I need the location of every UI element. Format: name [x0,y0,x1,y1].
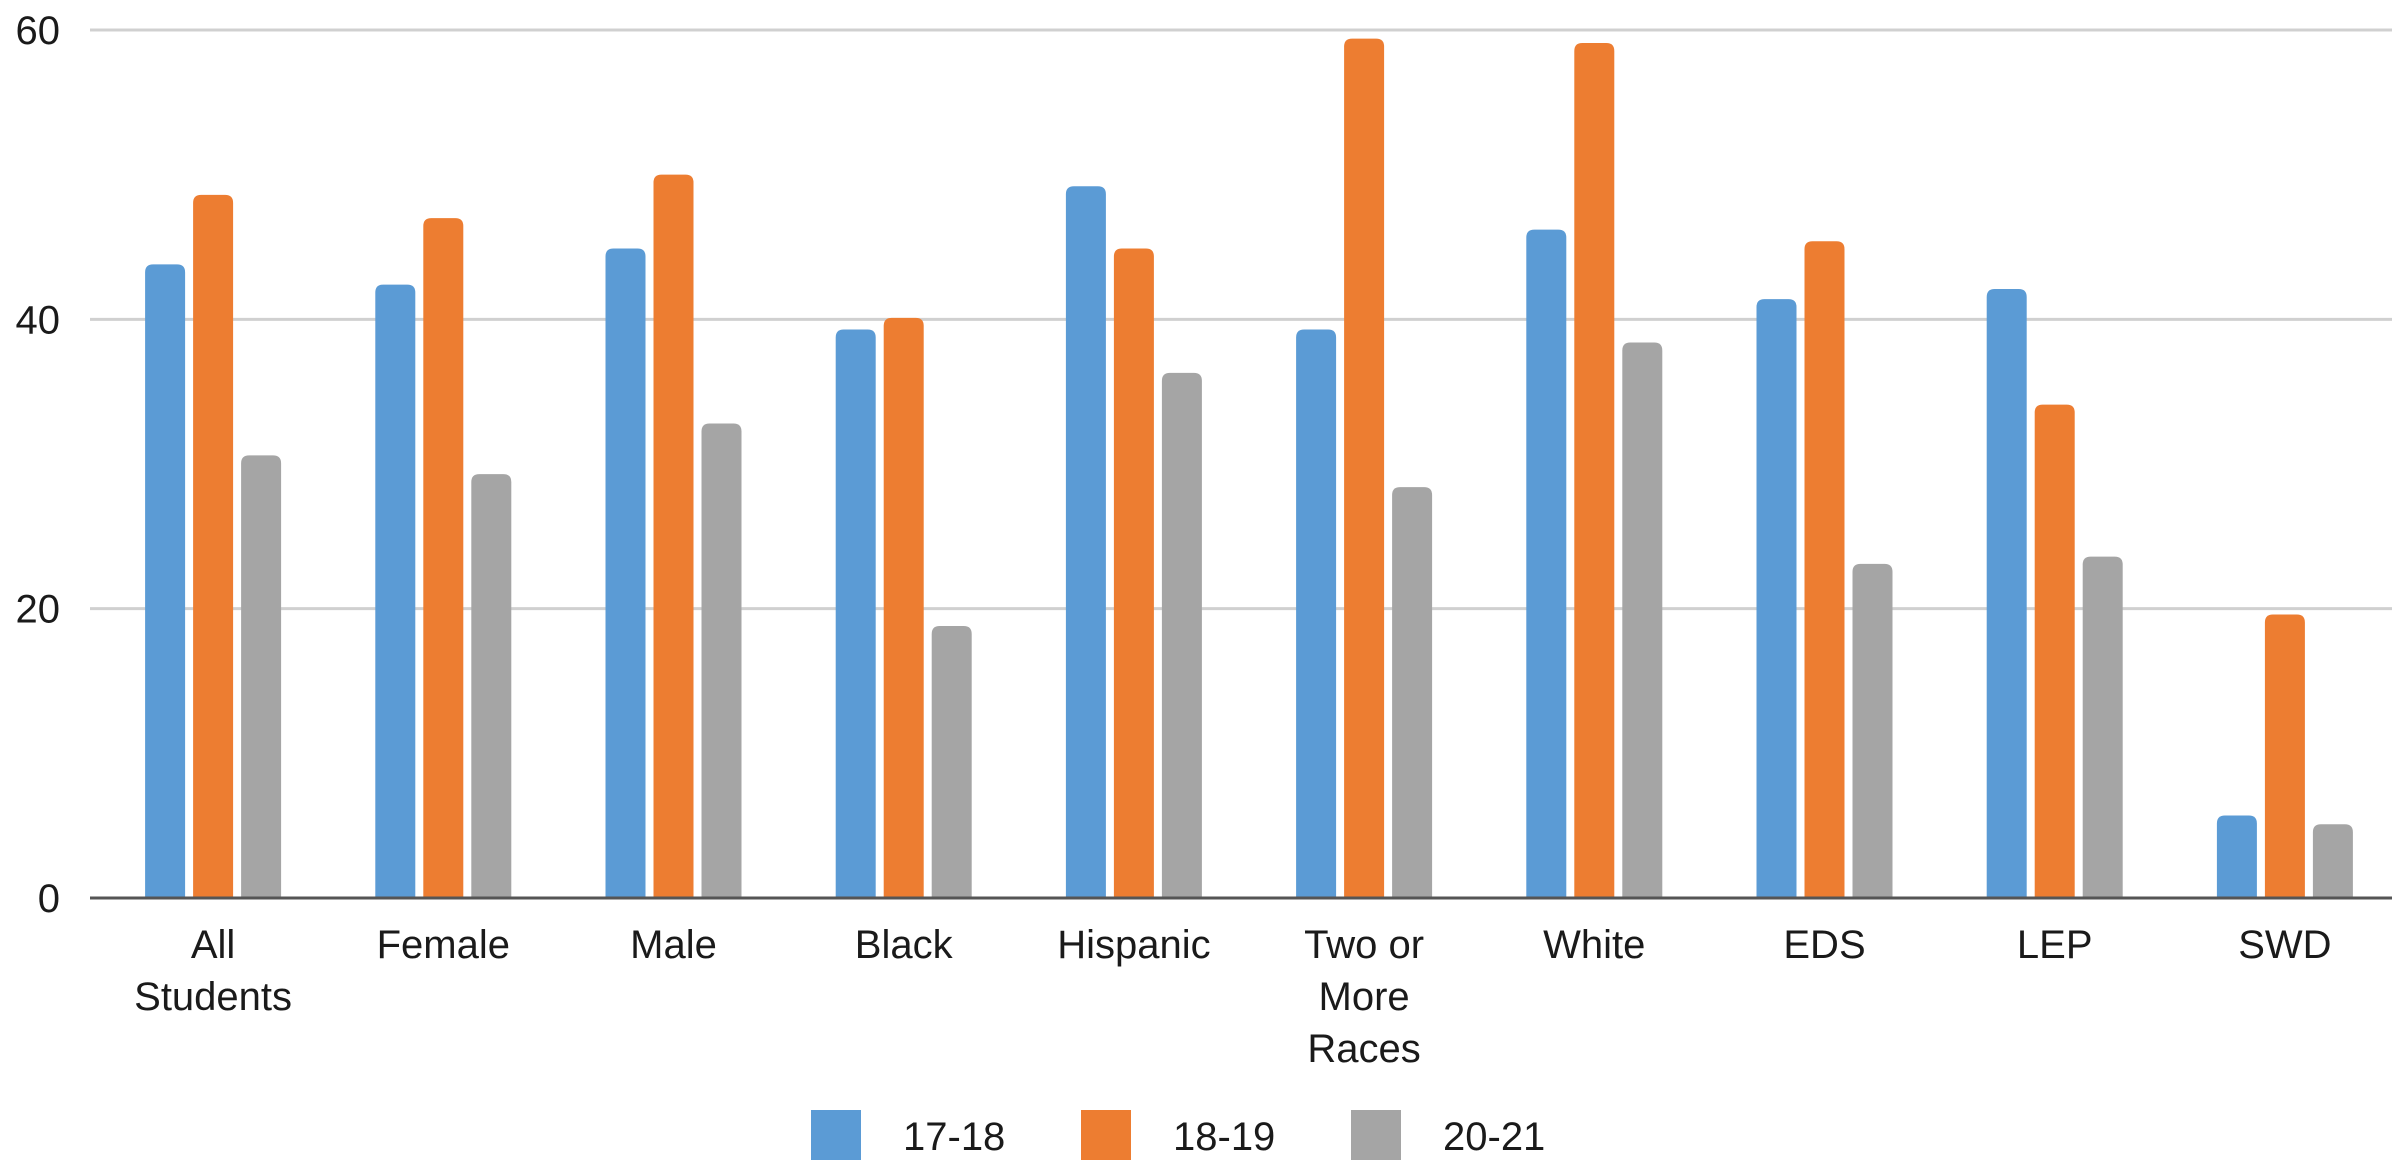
x-tick-label: EDS [1783,923,1865,967]
bar-20-21-hispanic [1161,372,1202,898]
bar-18-19-lep [2034,404,2075,898]
x-tick-label: Students [134,975,292,1019]
bar-18-19-all-students [193,194,234,899]
x-tick-label: All [191,923,235,967]
bar-18-19-male [653,174,694,898]
y-tick-label: 40 [16,298,61,342]
x-tick-label: Male [630,923,717,967]
bar-20-21-male [701,423,742,898]
bar-17-18-eds [1756,299,1797,899]
bar-20-21-all-students [241,455,282,898]
bar-18-19-white [1574,43,1615,898]
x-tick-label: White [1543,923,1645,967]
x-tick-label: Two or [1304,923,1424,967]
x-tick-label: SWD [2238,923,2331,967]
legend-label-20-21: 20-21 [1443,1115,1545,1159]
bar-17-18-two-or-more-races [1296,329,1337,899]
y-tick-label: 20 [16,588,61,632]
bar-17-18-all-students [145,264,186,898]
x-axis-labels: All Students Female Male Black Hispanic Two or… [134,923,2331,1071]
y-tick-label: 0 [38,877,60,921]
bar-17-18-swd [2216,815,2257,898]
bar-18-19-hispanic [1113,248,1154,899]
bar-20-21-swd [2312,824,2353,898]
legend-swatch-20-21 [1351,1110,1401,1160]
legend-label-17-18: 17-18 [903,1115,1005,1159]
bar-18-19-two-or-more-races [1344,38,1385,899]
bar-18-19-eds [1804,241,1845,899]
bar-17-18-hispanic [1065,186,1106,899]
bar-20-21-white [1622,342,1663,899]
x-tick-label: More [1319,975,1410,1019]
bar-18-19-female [423,218,464,899]
bar-20-21-black [931,626,972,898]
bar-20-21-lep [2082,556,2123,898]
bar-17-18-female [375,284,416,898]
bar-17-18-lep [1986,288,2027,898]
bar-20-21-eds [1852,563,1893,898]
bar-17-18-male [605,248,646,899]
bar-17-18-white [1526,229,1567,898]
bar-20-21-two-or-more-races [1392,487,1433,898]
y-axis-ticks: 0 20 40 60 [16,9,61,921]
x-tick-label: Races [1307,1027,1420,1071]
x-tick-label: Hispanic [1057,923,1210,967]
legend: 17-18 18-19 20-21 [811,1110,1545,1160]
x-tick-label: LEP [2017,923,2093,967]
legend-swatch-17-18 [811,1110,861,1160]
y-tick-label: 60 [16,9,61,53]
bar-17-18-black [835,329,876,899]
x-tick-label: Black [855,923,954,967]
legend-swatch-18-19 [1081,1110,1131,1160]
legend-label-18-19: 18-19 [1173,1115,1275,1159]
bar-18-19-swd [2264,614,2305,898]
x-tick-label: Female [377,923,510,967]
bar-18-19-black [883,317,924,898]
bar-20-21-female [471,474,512,898]
bars [145,38,2353,899]
